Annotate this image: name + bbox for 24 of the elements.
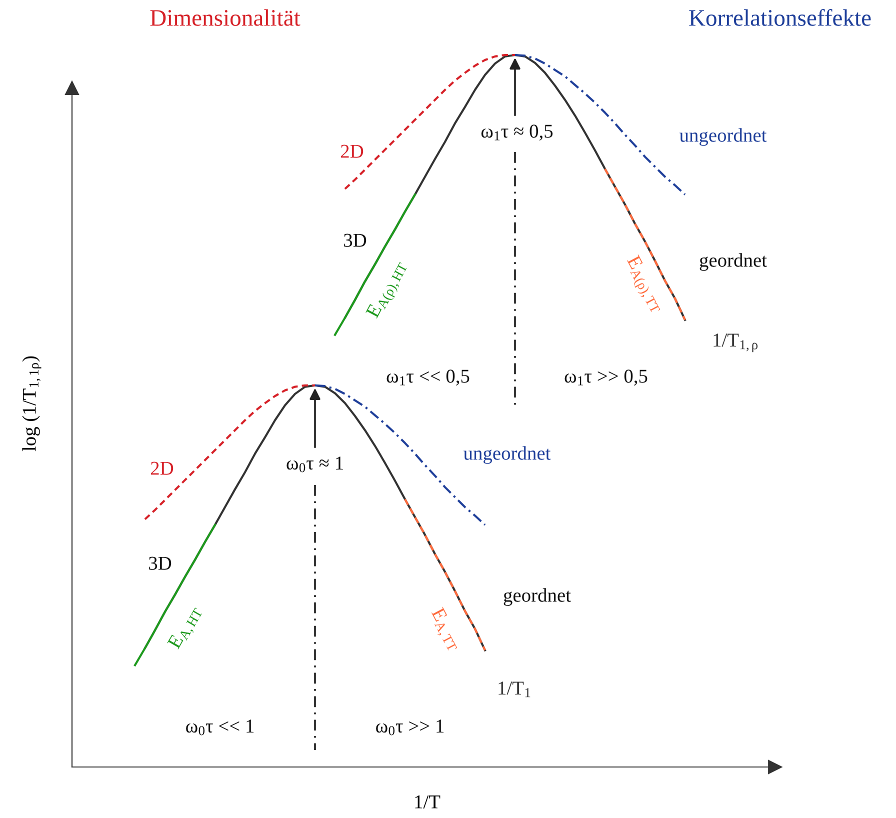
series-label: 2D [150, 462, 174, 475]
annotation: ω$_{0}$τ << 1 [186, 720, 254, 736]
series-label: ungeordnet [680, 128, 767, 146]
y-axis-title: log (1/T$_{1,1ρ}$) [22, 356, 42, 452]
annotation: ω$_{0}$τ >> 1 [376, 720, 444, 736]
series-label: 2D [340, 144, 364, 158]
annotation: ω$_{0}$τ ≈ 1 [286, 456, 343, 472]
text: E$_{A,HT}$ [167, 604, 205, 652]
annotation: ω$_{1}$τ ≈ 0,5 [481, 124, 553, 141]
x-axis-title: 1/T [415, 795, 440, 808]
text: Dimensionalität [150, 9, 300, 26]
text: E$_{A(ρ),TT}$ [622, 254, 666, 316]
annotation: ω$_{1}$τ >> 0,5 [564, 370, 648, 386]
annotation: geordnet [700, 253, 767, 271]
annotation: geordnet [504, 588, 571, 606]
annotation: 3D [149, 556, 172, 570]
annotation: 3D [344, 234, 366, 247]
text: Korrelationseffekte [689, 9, 871, 26]
text: E$_{A(ρ),HT}$ [366, 259, 410, 322]
series-label: ungeordnet [464, 446, 551, 464]
text: E$_{A,TT}$ [427, 606, 463, 654]
annotation: ω$_{1}$τ << 0,5 [386, 370, 470, 386]
series-label: 1/T$_{1}$ [498, 682, 530, 698]
series-label: 1/T$_{1,ρ}$ [714, 334, 758, 352]
